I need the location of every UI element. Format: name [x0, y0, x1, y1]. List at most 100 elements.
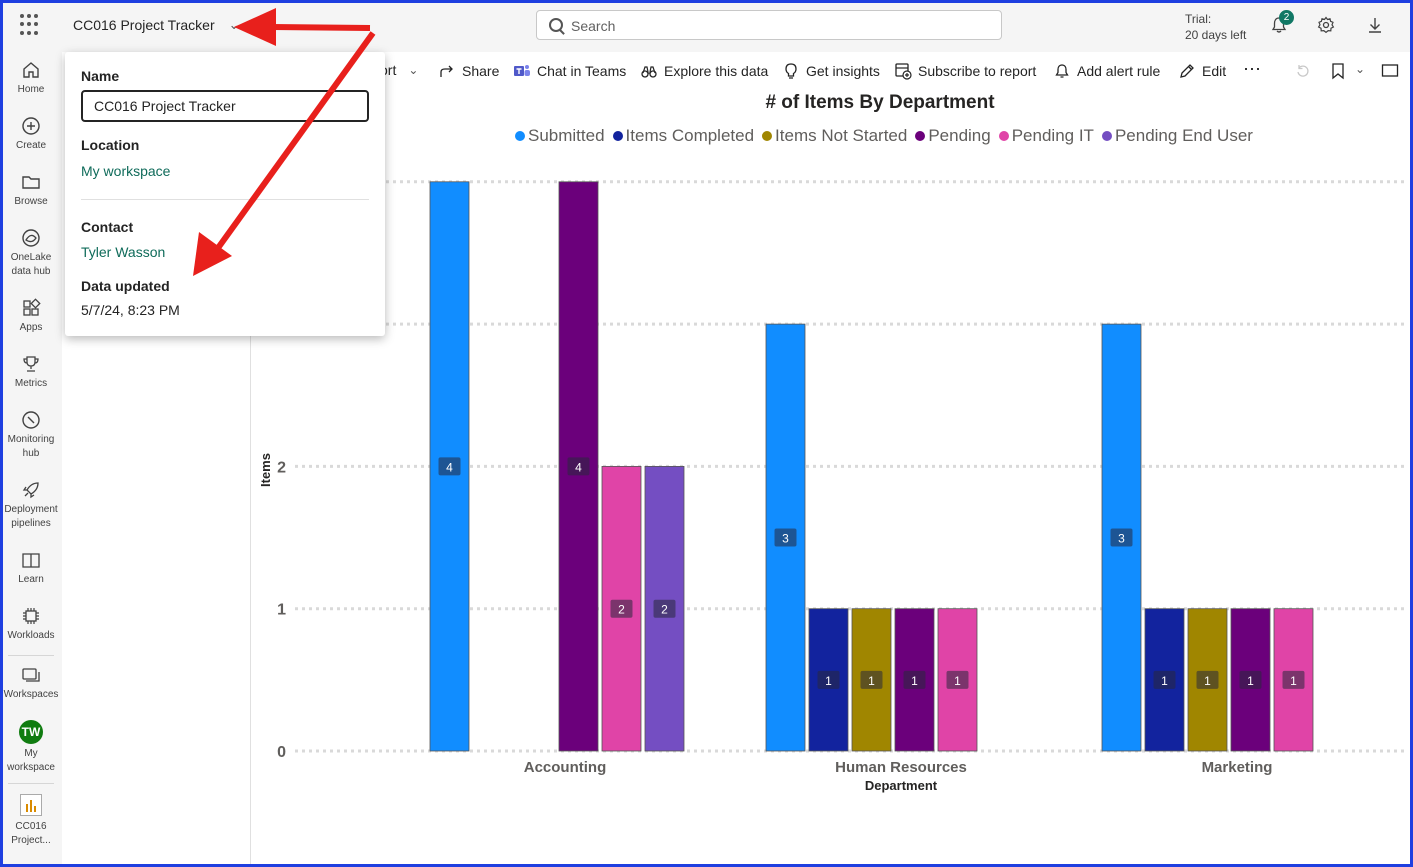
bar-pending-it-accounting — [601, 465, 642, 752]
alert-label: Add alert rule — [1077, 63, 1161, 79]
nav-onelake-data-hub[interactable]: OneLake data hub — [0, 228, 62, 279]
nav-label: Browse — [14, 196, 48, 207]
data-label-bg — [1239, 670, 1262, 689]
explore-data-button[interactable]: Explore this data — [640, 62, 768, 80]
data-label: 1 — [1247, 674, 1254, 688]
nav-create[interactable]: Create — [0, 116, 62, 153]
data-label-bg — [1196, 670, 1219, 689]
notification-badge: 2 — [1279, 10, 1294, 25]
divider — [81, 199, 369, 200]
data-label: 1 — [1204, 674, 1211, 688]
nav-label: Create — [15, 140, 46, 151]
data-label-bg — [610, 599, 633, 618]
get-insights-button[interactable]: Get insights — [782, 62, 880, 80]
legend-label: Submitted — [528, 126, 605, 145]
share-button[interactable]: Share — [438, 62, 499, 80]
data-label-bg — [946, 670, 969, 689]
data-updated-value: 5/7/24, 8:23 PM — [81, 302, 180, 318]
nav-monitoring-hub[interactable]: Monitoring hub — [0, 410, 62, 461]
chevron-down-icon: ⌄ — [408, 63, 419, 77]
report-icon — [20, 794, 42, 816]
legend-dot — [998, 131, 1009, 141]
nav-metrics[interactable]: Metrics — [0, 354, 62, 391]
nav-label: Workspaces — [3, 689, 59, 700]
report-details-flyout: Name Location My workspace Contact Tyler… — [65, 52, 385, 336]
nav-label: Workloads — [7, 630, 55, 641]
nav-my-workspace[interactable]: TW My workspace — [0, 720, 62, 775]
x-tick-label: Accounting — [524, 759, 607, 776]
legend-item-items-not-started[interactable]: Items Not Started — [762, 126, 907, 146]
pencil-icon — [1180, 64, 1194, 78]
nav-workspaces[interactable]: Workspaces — [0, 665, 62, 702]
x-tick-label: Marketing — [1202, 759, 1273, 776]
nav-deployment-pipelines[interactable]: Deployment pipelines — [0, 480, 62, 531]
binoculars-icon — [641, 66, 657, 78]
data-label: 2 — [661, 603, 668, 617]
name-label: Name — [81, 68, 120, 84]
nav-label: Metrics — [14, 378, 48, 389]
home-icon — [23, 62, 39, 78]
chart-legend: Submitted Items Completed Items Not Star… — [515, 126, 1253, 146]
legend-label: Pending — [928, 126, 991, 145]
legend-dot — [612, 131, 623, 141]
chevron-down-icon[interactable]: ⌄ — [1355, 62, 1366, 76]
legend-item-pending-end-user[interactable]: Pending End User — [1101, 126, 1253, 146]
reset-icon[interactable] — [1295, 63, 1311, 79]
legend-label: Items Completed — [625, 126, 755, 145]
view-icon[interactable] — [1381, 63, 1399, 79]
create-icon — [22, 117, 40, 135]
monitoring-icon — [22, 411, 40, 429]
add-alert-rule-button[interactable]: Add alert rule — [1053, 62, 1160, 80]
contact-link[interactable]: Tyler Wasson — [81, 244, 166, 260]
trial-status[interactable]: Trial: 20 days left — [1185, 11, 1246, 43]
download-icon[interactable] — [1366, 16, 1384, 34]
app-launcher-icon[interactable] — [20, 14, 42, 36]
nav-label: Learn — [18, 574, 44, 585]
nav-apps[interactable]: Apps — [0, 298, 62, 335]
nav-label-line1: OneLake — [10, 252, 52, 263]
rocket-icon — [22, 482, 39, 499]
location-link[interactable]: My workspace — [81, 163, 171, 179]
nav-learn[interactable]: Learn — [0, 550, 62, 587]
lightbulb-icon — [785, 63, 797, 79]
report-name-input[interactable] — [81, 90, 369, 122]
trial-days-left: 20 days left — [1185, 28, 1247, 42]
legend-dot — [915, 131, 926, 141]
data-label-bg — [903, 670, 926, 689]
data-label-bg — [817, 670, 840, 689]
avatar: TW — [19, 720, 43, 744]
nav-browse[interactable]: Browse — [0, 172, 62, 209]
subscribe-label: Subscribe to report — [918, 63, 1037, 79]
edit-button[interactable]: Edit — [1178, 62, 1226, 80]
nav-label: Home — [17, 84, 45, 95]
legend-item-submitted[interactable]: Submitted — [515, 126, 605, 146]
nav-home[interactable]: Home — [0, 60, 62, 97]
legend-item-pending-it[interactable]: Pending IT — [998, 126, 1094, 146]
bell-icon — [1055, 64, 1069, 78]
nav-current-report[interactable]: CC016 Project... — [0, 794, 62, 848]
explore-label: Explore this data — [664, 63, 769, 79]
search-input[interactable] — [569, 15, 973, 37]
workspaces-icon — [22, 668, 40, 682]
y-tick-label: 0 — [277, 744, 286, 761]
search-icon — [549, 18, 563, 32]
legend-item-items-completed[interactable]: Items Completed — [612, 126, 755, 146]
nav-workloads[interactable]: Workloads — [0, 606, 62, 643]
data-label-bg — [860, 670, 883, 689]
chat-in-teams-button[interactable]: Chat in Teams — [513, 62, 626, 80]
y-tick-label: 1 — [277, 602, 286, 619]
nav-label: Apps — [19, 322, 43, 333]
legend-item-pending[interactable]: Pending — [915, 126, 991, 146]
bookmark-icon[interactable] — [1330, 62, 1346, 80]
chat-in-teams-label: Chat in Teams — [537, 63, 627, 79]
share-label: Share — [462, 63, 500, 79]
data-label: 4 — [446, 460, 453, 474]
data-label-bg — [653, 599, 676, 618]
search-box[interactable] — [536, 10, 1002, 40]
more-options-button[interactable]: ⋯ — [1243, 59, 1261, 79]
gear-icon[interactable] — [1317, 16, 1335, 34]
bar-items-not-started-human-resources — [851, 608, 892, 752]
data-label: 1 — [825, 674, 832, 688]
subscribe-button[interactable]: Subscribe to report — [894, 62, 1036, 80]
